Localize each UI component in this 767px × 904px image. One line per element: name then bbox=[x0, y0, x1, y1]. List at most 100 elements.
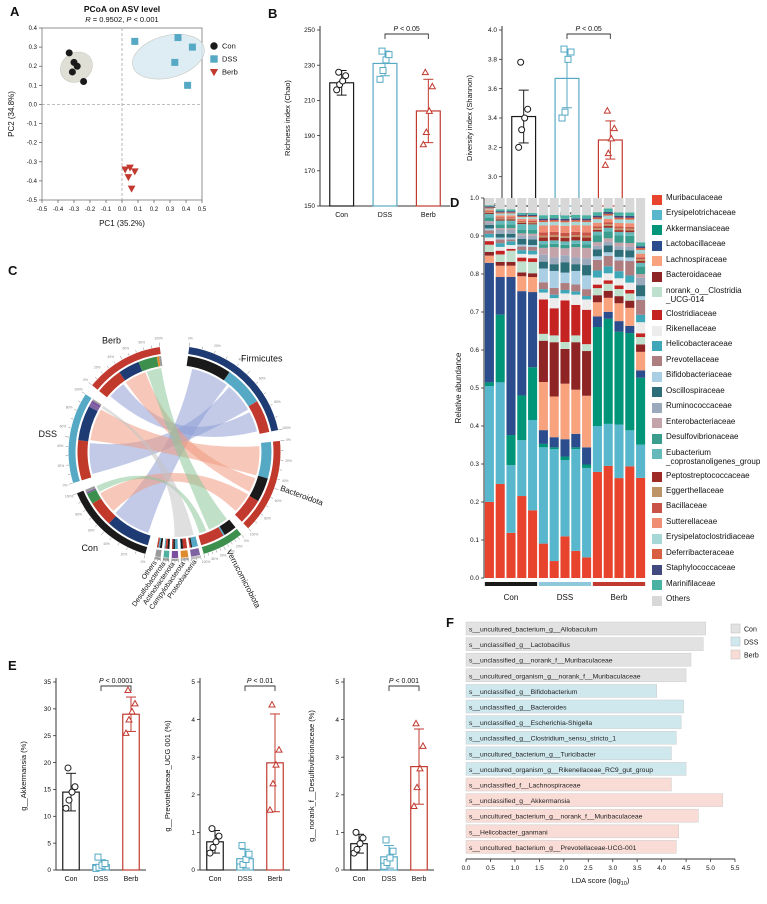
taxa-legend-item: Eubacterium _coprostanoligenes_group bbox=[652, 448, 767, 467]
svg-text:0.9: 0.9 bbox=[470, 233, 479, 240]
svg-text:3.0: 3.0 bbox=[488, 174, 497, 181]
svg-text:P < 0.05: P < 0.05 bbox=[576, 26, 602, 33]
svg-text:0.3: 0.3 bbox=[166, 207, 175, 213]
taxa-legend-item: Bifidobacteriaceae bbox=[652, 370, 767, 382]
taxa-legend-swatch bbox=[652, 487, 662, 498]
taxa-legend-swatch bbox=[652, 402, 662, 413]
svg-text:0%: 0% bbox=[83, 378, 88, 382]
svg-text:0.1: 0.1 bbox=[134, 207, 143, 213]
taxa-legend-item: Helicobacteraceae bbox=[652, 340, 767, 351]
svg-text:Con: Con bbox=[65, 876, 78, 883]
svg-text:2.5: 2.5 bbox=[584, 865, 593, 872]
svg-text:0%: 0% bbox=[188, 337, 193, 341]
svg-text:s__Helicobacter_ganmani: s__Helicobacter_ganmani bbox=[469, 829, 548, 836]
taxa-legend-label: Sutterellaceae bbox=[666, 516, 718, 526]
stacked-svg: 0.0 0.1 0.2 0.3 0.4 0.5 0.6 0.7 0.8 0.9 1.0 Relativ… bbox=[454, 195, 646, 602]
svg-text:Berb: Berb bbox=[744, 653, 759, 660]
svg-text:5: 5 bbox=[191, 679, 195, 686]
svg-text:Con: Con bbox=[222, 42, 236, 51]
svg-text:20%: 20% bbox=[214, 344, 221, 348]
svg-text:5.5: 5.5 bbox=[731, 865, 740, 872]
svg-text:DSS: DSS bbox=[382, 876, 397, 883]
taxa-legend-item: Lachnospiraceae bbox=[652, 254, 767, 267]
svg-text:-0.4: -0.4 bbox=[53, 207, 64, 213]
svg-text:2.0: 2.0 bbox=[559, 865, 568, 872]
svg-text:230: 230 bbox=[304, 62, 315, 69]
svg-text:0.6: 0.6 bbox=[470, 347, 479, 354]
taxa-legend-item: Others bbox=[652, 594, 767, 606]
taxa-legend-item: Akkermansiaceae bbox=[652, 224, 767, 236]
svg-text:Berb: Berb bbox=[412, 876, 427, 883]
taxa-legend-swatch bbox=[652, 271, 662, 282]
svg-text:0.2: 0.2 bbox=[470, 499, 479, 506]
taxa-legend-item: Desulfovibrionaceae bbox=[652, 432, 767, 444]
taxa-legend-swatch bbox=[652, 580, 662, 591]
svg-text:4: 4 bbox=[191, 717, 195, 724]
svg-text:0.3: 0.3 bbox=[29, 45, 38, 51]
taxa-legend-label: Erysipelotrichaceae bbox=[666, 208, 736, 218]
desulfovibrionaceae-svg: 0 1 2 3 4 5 g__norank_f__Desulfovibrionaceae (… bbox=[307, 678, 434, 883]
svg-text:g__Prevotellaceae_UCG 001 (%): g__Prevotellaceae_UCG 001 (%) bbox=[163, 720, 172, 832]
svg-text:0.4: 0.4 bbox=[182, 207, 191, 213]
svg-text:s__unclassified_f__Lachnospira: s__unclassified_f__Lachnospiraceae bbox=[469, 783, 581, 790]
svg-text:150: 150 bbox=[304, 203, 315, 210]
taxa-legend-swatch bbox=[652, 225, 662, 236]
svg-text:-0.3: -0.3 bbox=[27, 160, 38, 166]
svg-text:s__uncultured_organism_g__nora: s__uncultured_organism_g__norank_f__Muri… bbox=[469, 673, 641, 680]
taxa-legend-swatch bbox=[652, 449, 662, 460]
svg-text:DSS: DSS bbox=[222, 55, 237, 64]
taxa-legend-item: Muribaculaceae bbox=[652, 193, 767, 205]
svg-text:40%: 40% bbox=[238, 357, 245, 361]
svg-text:0.0: 0.0 bbox=[118, 207, 127, 213]
svg-text:g__Akkermansia (%): g__Akkermansia (%) bbox=[19, 741, 28, 811]
svg-text:s__unclassified_g__Escherichia: s__unclassified_g__Escherichia-Shigella bbox=[469, 720, 592, 727]
taxa-legend-label: Lachnospiraceae bbox=[666, 254, 727, 264]
taxa-legend-label: Bacillaceae bbox=[666, 501, 707, 511]
chord-chart: 0% 20% 40% 60% 80% 100% Firmicutes 0% 20% 40% 60% 8… bbox=[2, 254, 347, 650]
svg-text:-0.4: -0.4 bbox=[27, 179, 38, 185]
stacked-chart: 0.0 0.1 0.2 0.3 0.4 0.5 0.6 0.7 0.8 0.9 1.0 Relativ… bbox=[452, 192, 650, 614]
svg-text:20%: 20% bbox=[285, 459, 292, 463]
svg-text:0: 0 bbox=[191, 867, 195, 874]
svg-text:s__unclassified_g__Akkermansia: s__unclassified_g__Akkermansia bbox=[469, 798, 570, 805]
svg-text:Relative abundance: Relative abundance bbox=[454, 352, 463, 423]
svg-text:0%: 0% bbox=[141, 560, 146, 564]
taxa-legend-swatch bbox=[652, 595, 662, 606]
svg-text:P < 0.05: P < 0.05 bbox=[394, 26, 420, 33]
chao-chart: 150 170 190 210 230 250 Richness index (Chao) C… bbox=[280, 2, 458, 236]
taxa-legend-swatch bbox=[652, 472, 662, 483]
svg-text:4.5: 4.5 bbox=[682, 865, 691, 872]
taxa-legend-item: Sutterellaceae bbox=[652, 516, 767, 529]
panel-f: F s__uncultured_bacterium_g__Allobaculum… bbox=[440, 606, 767, 904]
svg-text:60%: 60% bbox=[88, 529, 95, 533]
svg-text:1.0: 1.0 bbox=[470, 195, 479, 202]
svg-text:0.1: 0.1 bbox=[470, 537, 479, 544]
svg-text:80%: 80% bbox=[66, 405, 73, 409]
svg-text:3.0: 3.0 bbox=[608, 865, 617, 872]
svg-text:Con: Con bbox=[504, 593, 519, 602]
svg-text:5.0: 5.0 bbox=[706, 865, 715, 872]
svg-text:Berb: Berb bbox=[421, 212, 436, 219]
taxa-legend-label: Clostridiaceae bbox=[666, 308, 717, 318]
svg-text:Berb: Berb bbox=[124, 876, 139, 883]
panel-f-label: F bbox=[446, 615, 454, 630]
svg-text:-0.5: -0.5 bbox=[37, 207, 48, 213]
taxa-legend-swatch bbox=[652, 287, 662, 298]
taxa-legend-swatch bbox=[652, 325, 662, 336]
svg-text:PC1 (35.2%): PC1 (35.2%) bbox=[99, 219, 145, 228]
taxa-legend-label: Rikenellaceae bbox=[666, 324, 717, 334]
svg-text:0.2: 0.2 bbox=[29, 64, 38, 70]
svg-text:-0.1: -0.1 bbox=[27, 122, 38, 128]
svg-text:Richness index (Chao): Richness index (Chao) bbox=[283, 80, 292, 156]
svg-text:s__uncultured_bacterium_g__nor: s__uncultured_bacterium_g__norank_f__Mur… bbox=[469, 814, 643, 821]
svg-text:R = 0.9502, P < 0.001: R = 0.9502, P < 0.001 bbox=[85, 15, 158, 24]
svg-text:s__unclassified_g__Clostridium: s__unclassified_g__Clostridium_sensu_str… bbox=[469, 736, 616, 743]
svg-text:-0.5: -0.5 bbox=[27, 198, 38, 204]
taxa-legend-swatch bbox=[652, 549, 662, 560]
svg-text:0.0: 0.0 bbox=[462, 865, 471, 872]
svg-text:Firmicutes: Firmicutes bbox=[241, 353, 283, 363]
taxa-legend-label: Helicobacteraceae bbox=[666, 339, 733, 349]
svg-text:4.0: 4.0 bbox=[488, 27, 497, 34]
svg-text:60%: 60% bbox=[60, 424, 67, 428]
taxa-legend-label: Staphylococcaceae bbox=[666, 563, 736, 573]
